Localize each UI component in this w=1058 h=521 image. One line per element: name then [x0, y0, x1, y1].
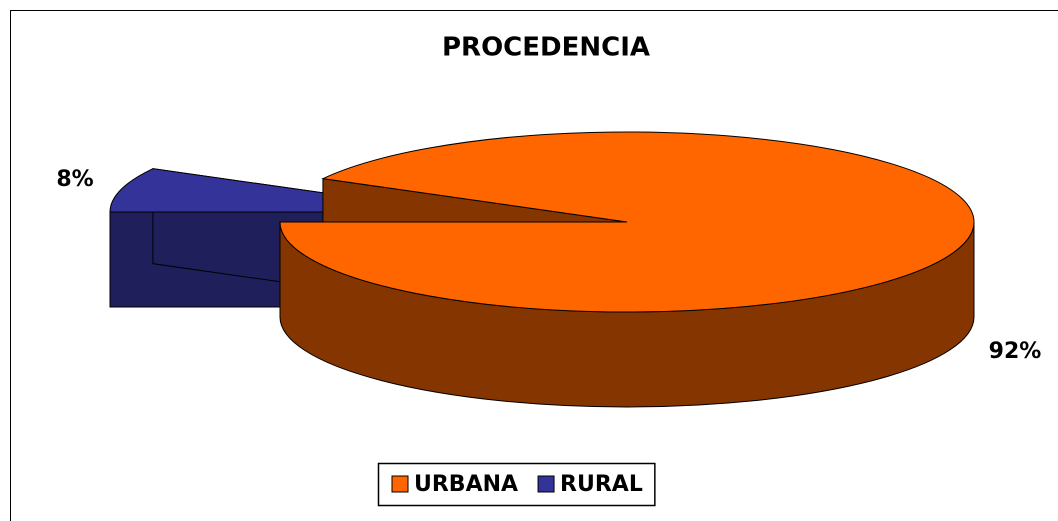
legend-swatch: [537, 475, 555, 493]
slice-top: [279, 131, 975, 313]
legend-box: [377, 462, 656, 507]
legend-label: RURAL: [560, 472, 643, 497]
value-label: 92%: [989, 339, 1042, 364]
legend-label: URBANA: [414, 472, 518, 497]
legend-swatch: [391, 475, 409, 493]
value-label: 8%: [56, 167, 93, 192]
legend: URBANA RURAL: [377, 462, 656, 507]
chart-title: PROCEDENCIA: [442, 33, 650, 63]
